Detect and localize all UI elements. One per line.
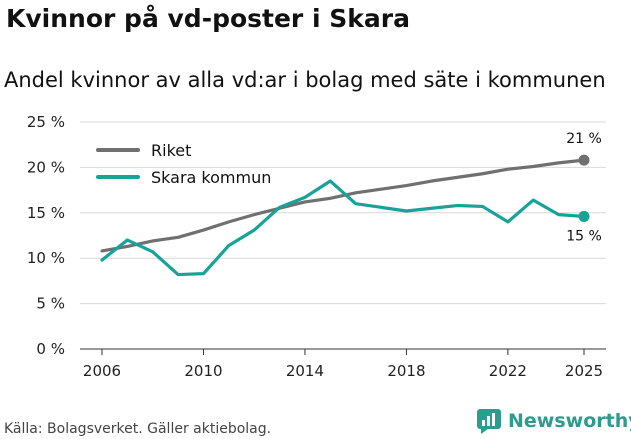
legend-label: Riket (151, 141, 191, 160)
y-tick-label: 15 % (27, 204, 65, 222)
legend-label: Skara kommun (151, 168, 271, 187)
line-chart: 0 % 5 % 10 % 15 % 20 % 25 % 2006 2010 2014 2018 20… (27, 113, 606, 380)
x-tick-label: 2022 (489, 362, 527, 380)
y-tick-label: 5 % (36, 295, 65, 313)
end-value-label: 21 % (566, 131, 602, 147)
series-line-skara (100, 179, 586, 277)
x-tick-label: 2014 (286, 362, 324, 380)
x-tick-label: 2010 (184, 362, 222, 380)
end-value-label: 15 % (566, 228, 602, 244)
brand-logo: Newsworthy (476, 408, 631, 434)
chart-subtitle: Andel kvinnor av alla vd:ar i bolag med … (4, 68, 606, 92)
x-tick-label: 2025 (565, 362, 603, 380)
series-end-point (578, 210, 590, 222)
y-tick-label: 0 % (36, 340, 65, 358)
source-note: Källa: Bolagsverket. Gäller aktiebolag. (4, 421, 272, 437)
y-tick-label: 10 % (27, 249, 65, 267)
series-end-point (578, 154, 590, 166)
y-tick-label: 25 % (27, 113, 65, 131)
series-line-riket (100, 158, 586, 253)
x-tick-label: 2006 (83, 362, 121, 380)
x-tick-label: 2018 (387, 362, 425, 380)
chart-title: Kvinnor på vd-poster i Skara (6, 4, 410, 33)
newsworthy-icon (477, 409, 501, 434)
brand-name: Newsworthy (508, 410, 631, 432)
y-tick-label: 20 % (27, 158, 65, 176)
